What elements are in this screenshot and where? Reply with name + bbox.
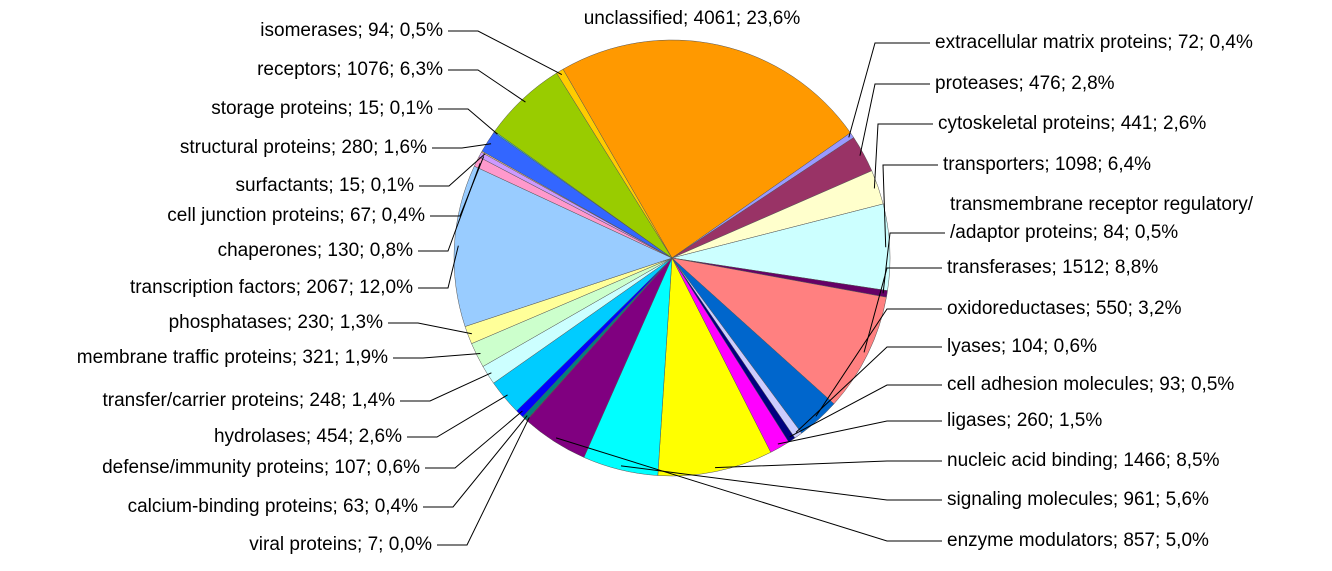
slice-label: nucleic acid binding; 1466; 8,5% xyxy=(947,450,1220,471)
pie-slice xyxy=(671,257,887,405)
leader-line xyxy=(407,394,508,438)
leader-line xyxy=(555,437,942,542)
label-line: transporters; 1098; 6,4% xyxy=(943,154,1151,175)
leader-line xyxy=(432,143,492,149)
leader-line xyxy=(423,415,528,508)
leader-line xyxy=(873,123,933,189)
slice-label: membrane traffic proteins; 321; 1,9% xyxy=(77,347,388,368)
slice-label: oxidoreductases; 550; 3,2% xyxy=(947,298,1182,319)
label-line: structural proteins; 280; 1,6% xyxy=(180,137,427,158)
label-line: enzyme modulators; 857; 5,0% xyxy=(947,530,1209,551)
pie-slice xyxy=(657,257,772,477)
label-line: surfactants; 15; 0,1% xyxy=(236,175,415,196)
label-line: ligases; 260; 1,5% xyxy=(947,410,1102,431)
leader-line xyxy=(859,83,930,156)
label-line: transcription factors; 2067; 12,0% xyxy=(130,277,413,298)
slice-label: hydrolases; 454; 2,6% xyxy=(214,426,402,447)
leaders xyxy=(388,30,945,546)
slice-label: defense/immunity proteins; 107; 0,6% xyxy=(102,457,420,478)
label-line: oxidoreductases; 550; 3,2% xyxy=(947,298,1182,319)
label-line: unclassified; 4061; 23,6% xyxy=(584,8,801,29)
label-line: isomerases; 94; 0,5% xyxy=(260,20,443,41)
leader-line xyxy=(777,420,942,445)
slice-label: cytoskeletal proteins; 441; 2,6% xyxy=(938,113,1206,134)
label-line: storage proteins; 15; 0,1% xyxy=(211,98,433,119)
leader-line xyxy=(448,69,526,103)
slice-label: storage proteins; 15; 0,1% xyxy=(211,98,433,119)
slice-label: signaling molecules; 961; 5,6% xyxy=(947,489,1209,510)
slice-label: cell adhesion molecules; 93; 0,5% xyxy=(947,374,1234,395)
label-line: lyases; 104; 0,6% xyxy=(947,336,1097,357)
leader-line xyxy=(425,410,523,469)
slice-label: structural proteins; 280; 1,6% xyxy=(180,137,427,158)
slice-label: ligases; 260; 1,5% xyxy=(947,410,1102,431)
label-line: transfer/carrier proteins; 248; 1,4% xyxy=(102,390,395,411)
pie-slice xyxy=(556,68,673,259)
slice-label: transfer/carrier proteins; 248; 1,4% xyxy=(102,390,395,411)
label-line: nucleic acid binding; 1466; 8,5% xyxy=(947,450,1220,471)
slice-label: unclassified; 4061; 23,6% xyxy=(584,8,801,29)
label-line: proteases; 476; 2,8% xyxy=(935,73,1115,94)
slice-label: enzyme modulators; 857; 5,0% xyxy=(947,530,1209,551)
label-line: viral proteins; 7; 0,0% xyxy=(249,534,432,555)
label-line: signaling molecules; 961; 5,6% xyxy=(947,489,1209,510)
slice-label: cell junction proteins; 67; 0,4% xyxy=(167,205,425,226)
leader-line xyxy=(620,465,942,501)
label-line: receptors; 1076; 6,3% xyxy=(257,59,443,80)
label-line: hydrolases; 454; 2,6% xyxy=(214,426,402,447)
slice-label: chaperones; 130; 0,8% xyxy=(218,240,414,261)
leader-line xyxy=(430,156,485,217)
slice-label: transporters; 1098; 6,4% xyxy=(943,154,1151,175)
label-line: cell adhesion molecules; 93; 0,5% xyxy=(947,374,1234,395)
slice-label: surfactants; 15; 0,1% xyxy=(236,175,415,196)
label-line: /adaptor proteins; 84; 0,5% xyxy=(950,222,1178,243)
label-line: cell junction proteins; 67; 0,4% xyxy=(167,205,425,226)
label-line: calcium-binding proteins; 63; 0,4% xyxy=(128,496,419,517)
slice-label: transcription factors; 2067; 12,0% xyxy=(130,277,413,298)
leader-line xyxy=(863,267,942,353)
pie-slice xyxy=(562,39,851,259)
slice-label: isomerases; 94; 0,5% xyxy=(260,20,443,41)
leader-line xyxy=(795,346,942,433)
slice-label: viral proteins; 7; 0,0% xyxy=(249,534,432,555)
label-line: phosphatases; 230; 1,3% xyxy=(169,312,384,333)
label-line: transferases; 1512; 8,8% xyxy=(947,257,1158,278)
leader-line xyxy=(419,153,486,187)
label-line: cytoskeletal proteins; 441; 2,6% xyxy=(938,113,1206,134)
slices xyxy=(453,39,891,477)
leader-line xyxy=(400,372,492,402)
leader-line xyxy=(882,232,945,294)
label-line: extracellular matrix proteins; 72; 0,4% xyxy=(935,32,1253,53)
slice-label: transferases; 1512; 8,8% xyxy=(947,257,1158,278)
slice-label: extracellular matrix proteins; 72; 0,4% xyxy=(935,32,1253,53)
leader-line xyxy=(388,322,472,335)
leader-line xyxy=(393,352,481,359)
leader-line xyxy=(437,417,530,546)
label-line: transmembrane receptor regulatory/ xyxy=(950,194,1254,215)
leader-line xyxy=(715,460,942,469)
leader-line xyxy=(438,108,498,135)
slice-label: phosphatases; 230; 1,3% xyxy=(169,312,384,333)
slice-label: calcium-binding proteins; 63; 0,4% xyxy=(128,496,419,517)
pie-slice xyxy=(453,165,673,327)
slice-label: lyases; 104; 0,6% xyxy=(947,336,1097,357)
label-line: membrane traffic proteins; 321; 1,9% xyxy=(77,347,388,368)
slice-label: proteases; 476; 2,8% xyxy=(935,73,1115,94)
slice-label: transmembrane receptor regulatory/ /adapt… xyxy=(950,194,1254,243)
slice-label: receptors; 1076; 6,3% xyxy=(257,59,443,80)
leader-line xyxy=(815,308,942,417)
leader-line xyxy=(882,164,938,248)
leader-line xyxy=(418,245,459,289)
label-line: defense/immunity proteins; 107; 0,6% xyxy=(102,457,420,478)
leader-line xyxy=(448,30,563,75)
leader-line xyxy=(789,384,942,438)
label-line: chaperones; 130; 0,8% xyxy=(218,240,414,261)
leader-line xyxy=(848,42,930,138)
